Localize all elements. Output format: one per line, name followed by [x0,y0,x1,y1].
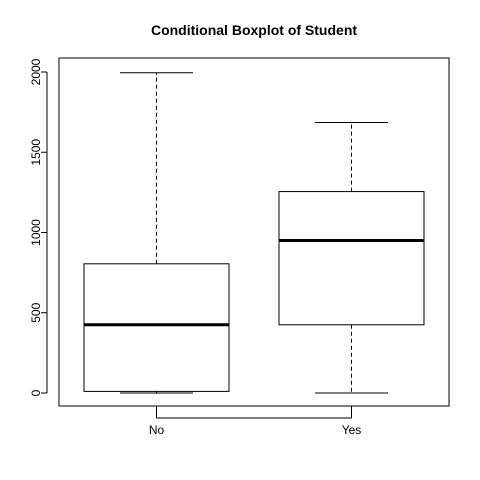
iqr-box [84,264,229,392]
y-tick-label: 2000 [29,58,43,85]
x-tick-label: No [149,423,165,437]
y-tick-label: 1500 [29,139,43,166]
y-tick-label: 500 [29,302,43,322]
box-no [84,73,229,393]
x-axis: No Yes [149,406,361,437]
box-yes [279,123,424,393]
boxes-layer [84,73,424,393]
y-tick-label: 1000 [29,219,43,246]
y-axis: 0 500 1000 1500 2000 [29,58,47,396]
chart-title: Conditional Boxplot of Student [151,22,357,38]
x-tick-label: Yes [342,423,362,437]
iqr-box [279,192,424,325]
y-tick-label: 0 [29,389,43,396]
